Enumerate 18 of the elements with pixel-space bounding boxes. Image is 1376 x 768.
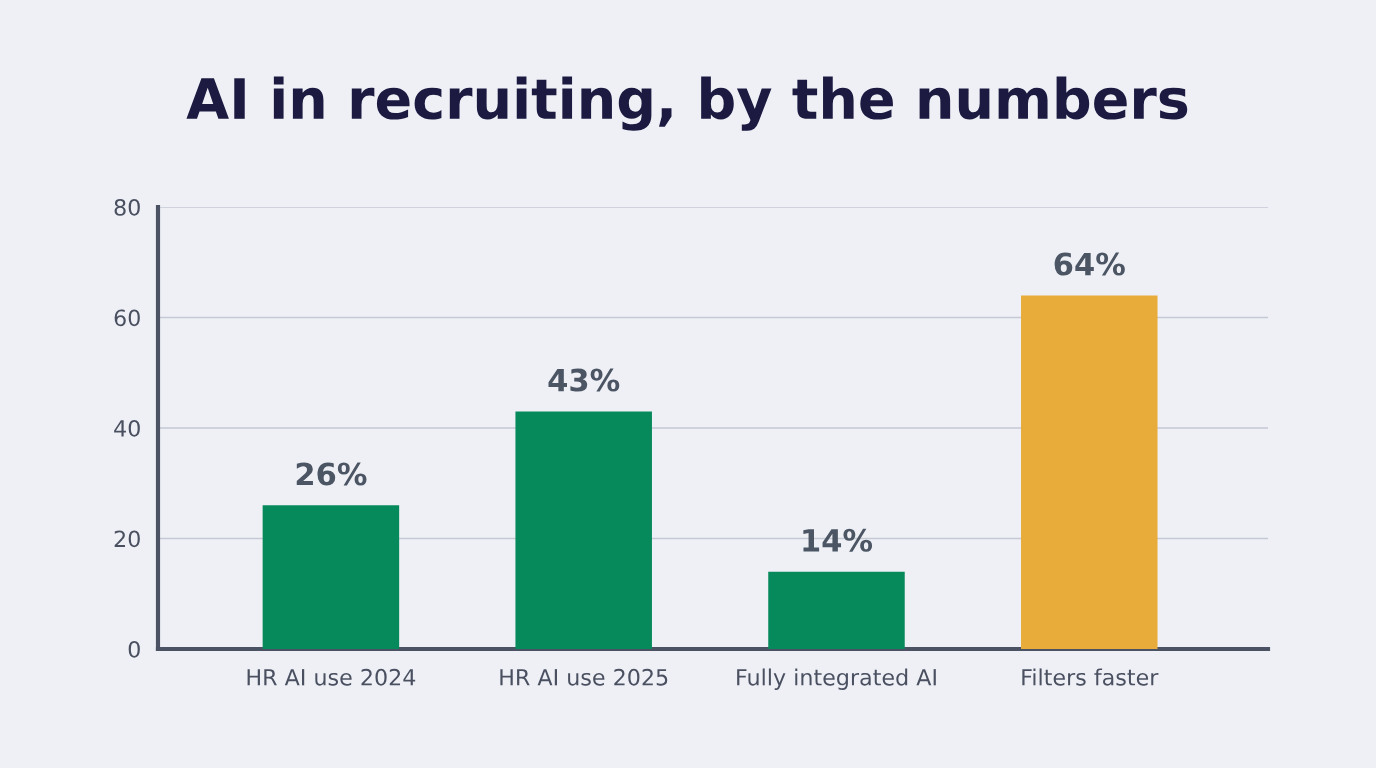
y-tick-label: 80 [114, 198, 140, 216]
bar [1021, 295, 1158, 649]
bar [515, 411, 652, 649]
x-tick-label: Filters faster [1022, 668, 1159, 686]
y-tick-label: 20 [114, 530, 140, 548]
data-label: 14% [803, 528, 873, 552]
x-tick-label: Fully integrated AI [737, 668, 936, 690]
bar [768, 571, 905, 649]
y-tick-label: 40 [114, 419, 140, 437]
y-tick-label: 0 [128, 640, 140, 658]
x-tick-label: HR AI use 2025 [500, 668, 668, 686]
data-label: 26% [296, 462, 367, 486]
data-label: 64% [1054, 252, 1125, 276]
x-tick-label: HR AI use 2024 [247, 668, 416, 686]
data-label: 43% [548, 368, 620, 392]
y-tick-label: 60 [114, 309, 140, 327]
chart-title: AI in recruiting, by the numbers [186, 76, 1188, 131]
bar [262, 505, 400, 649]
